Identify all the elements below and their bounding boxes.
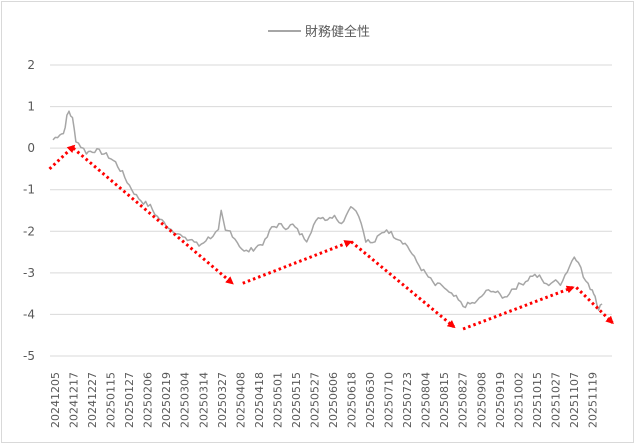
x-tick-label: 20250418 bbox=[253, 372, 266, 428]
y-tick-label: 2 bbox=[27, 58, 35, 72]
legend-label: 財務健全性 bbox=[305, 24, 370, 40]
series-layer bbox=[52, 110, 603, 311]
y-tick-label: -4 bbox=[23, 307, 35, 321]
x-tick-label: 20250501 bbox=[271, 372, 284, 428]
y-tick-label: -5 bbox=[23, 349, 35, 363]
x-tick-label: 20250327 bbox=[216, 372, 229, 428]
x-tick-label: 20250515 bbox=[290, 372, 303, 428]
x-tick-label: 20250710 bbox=[383, 372, 396, 428]
x-tick-label: 20250304 bbox=[179, 372, 192, 428]
x-tick-label: 20250827 bbox=[457, 372, 470, 428]
x-tick-label: 20251107 bbox=[568, 372, 581, 428]
trend-arrow bbox=[575, 286, 614, 325]
gridlines bbox=[50, 64, 612, 357]
x-tick-label: 20250908 bbox=[475, 372, 488, 428]
y-tick-label: -3 bbox=[23, 266, 35, 280]
arrow-annotations bbox=[48, 144, 614, 331]
x-tick-label: 20250115 bbox=[105, 372, 118, 428]
x-tick-label: 20250127 bbox=[123, 372, 136, 428]
x-axis-ticks: 20241205 20241217 20241227 20250115 20250127… bbox=[49, 372, 599, 428]
x-tick-label: 20250919 bbox=[494, 372, 507, 428]
x-tick-label: 20250314 bbox=[197, 372, 210, 428]
x-tick-label: 20250606 bbox=[327, 372, 340, 428]
trend-arrow bbox=[350, 240, 456, 329]
y-tick-label: -2 bbox=[23, 224, 35, 238]
trend-arrow bbox=[72, 146, 234, 285]
x-tick-label: 20250618 bbox=[346, 372, 359, 428]
x-tick-label: 20241217 bbox=[68, 372, 81, 428]
x-tick-label: 20251015 bbox=[531, 372, 544, 428]
x-tick-label: 20241227 bbox=[86, 372, 99, 428]
x-tick-label: 20250219 bbox=[160, 372, 173, 428]
trend-arrow bbox=[242, 240, 353, 285]
x-tick-label: 20241205 bbox=[49, 372, 62, 428]
x-tick-label: 20250630 bbox=[364, 372, 377, 428]
x-tick-label: 20250723 bbox=[401, 372, 414, 428]
series-line bbox=[52, 110, 603, 311]
trend-arrow bbox=[462, 285, 575, 331]
x-tick-label: 20250815 bbox=[438, 372, 451, 428]
trend-arrow bbox=[48, 144, 76, 171]
x-tick-label: 20250527 bbox=[308, 372, 321, 428]
y-tick-label: 0 bbox=[27, 141, 35, 155]
y-tick-label: -1 bbox=[23, 183, 35, 197]
x-tick-label: 20251027 bbox=[549, 372, 562, 428]
x-tick-label: 20250804 bbox=[420, 372, 433, 428]
x-tick-label: 20251119 bbox=[586, 372, 599, 428]
x-tick-label: 20250408 bbox=[234, 372, 247, 428]
y-tick-label: 1 bbox=[27, 100, 35, 114]
x-tick-label: 20251002 bbox=[512, 372, 525, 428]
y-axis-ticks: 2 1 0 -1 -2 -3 -4 -5 bbox=[23, 58, 35, 363]
x-tick-label: 20250206 bbox=[142, 372, 155, 428]
legend: 財務健全性 bbox=[268, 24, 370, 40]
